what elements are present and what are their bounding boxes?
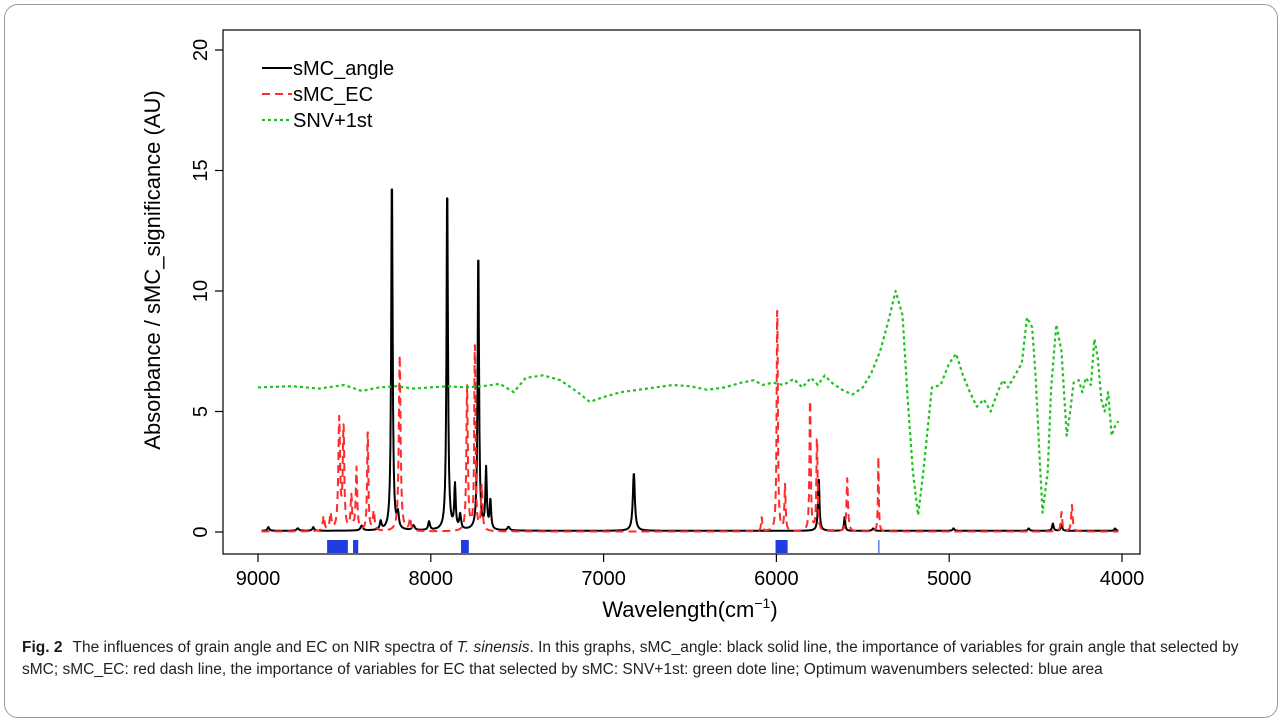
axes: 9000 8000 7000 6000 5000 4000 0 5 10 15 20 <box>190 39 1144 590</box>
chart: 9000 8000 7000 6000 5000 4000 0 5 10 15 20 Wavelen… <box>140 29 1144 622</box>
x-tick-label: 4000 <box>1100 568 1145 590</box>
series-line-snv-1st <box>257 289 1120 517</box>
selected-region <box>775 540 788 553</box>
caption-text-after: . In this graphs, sMC_angle: black solid… <box>22 639 1239 678</box>
selected-regions <box>327 540 880 553</box>
selected-region <box>353 540 359 553</box>
selected-region <box>878 540 880 553</box>
x-tick-label: 5000 <box>927 568 972 590</box>
legend-label-smc-angle: sMC_angle <box>293 58 394 80</box>
y-tick-label: 15 <box>190 159 212 181</box>
x-tick-label: 7000 <box>581 568 626 590</box>
y-tick-label: 20 <box>190 39 212 61</box>
x-axis-label-superscript: −1 <box>754 595 770 611</box>
x-tick-label: 8000 <box>409 568 454 590</box>
figure-caption: Fig. 2 The influences of grain angle and… <box>22 637 1262 681</box>
selected-region <box>461 540 469 553</box>
plot-box <box>222 29 1141 555</box>
caption-species: T. sinensis <box>456 639 530 656</box>
x-tick-label: 6000 <box>754 568 799 590</box>
x-axis-label-main: Wavelength(cm <box>602 597 754 622</box>
x-tick-label: 9000 <box>236 568 281 590</box>
legend: sMC_angle sMC_EC SNV+1st <box>262 58 394 132</box>
series-layer <box>257 188 1120 533</box>
figure-frame <box>4 4 1278 718</box>
series-line-smc-ec <box>260 310 1120 533</box>
selected-region <box>327 540 348 553</box>
series-line-smc-angle <box>260 188 1120 532</box>
y-tick-label: 0 <box>190 526 212 537</box>
y-axis-label: Absorbance / sMC_significance (AU) <box>140 90 165 449</box>
x-axis-label: Wavelength(cm−1) <box>602 595 777 622</box>
figure-label: Fig. 2 <box>22 639 63 656</box>
caption-text-before: The influences of grain angle and EC on … <box>72 639 457 656</box>
legend-label-smc-ec: sMC_EC <box>293 84 373 106</box>
x-axis-label-close: ) <box>770 597 777 622</box>
y-tick-label: 10 <box>190 280 212 302</box>
y-tick-label: 5 <box>190 406 212 417</box>
legend-label-snv-1st: SNV+1st <box>293 110 373 132</box>
